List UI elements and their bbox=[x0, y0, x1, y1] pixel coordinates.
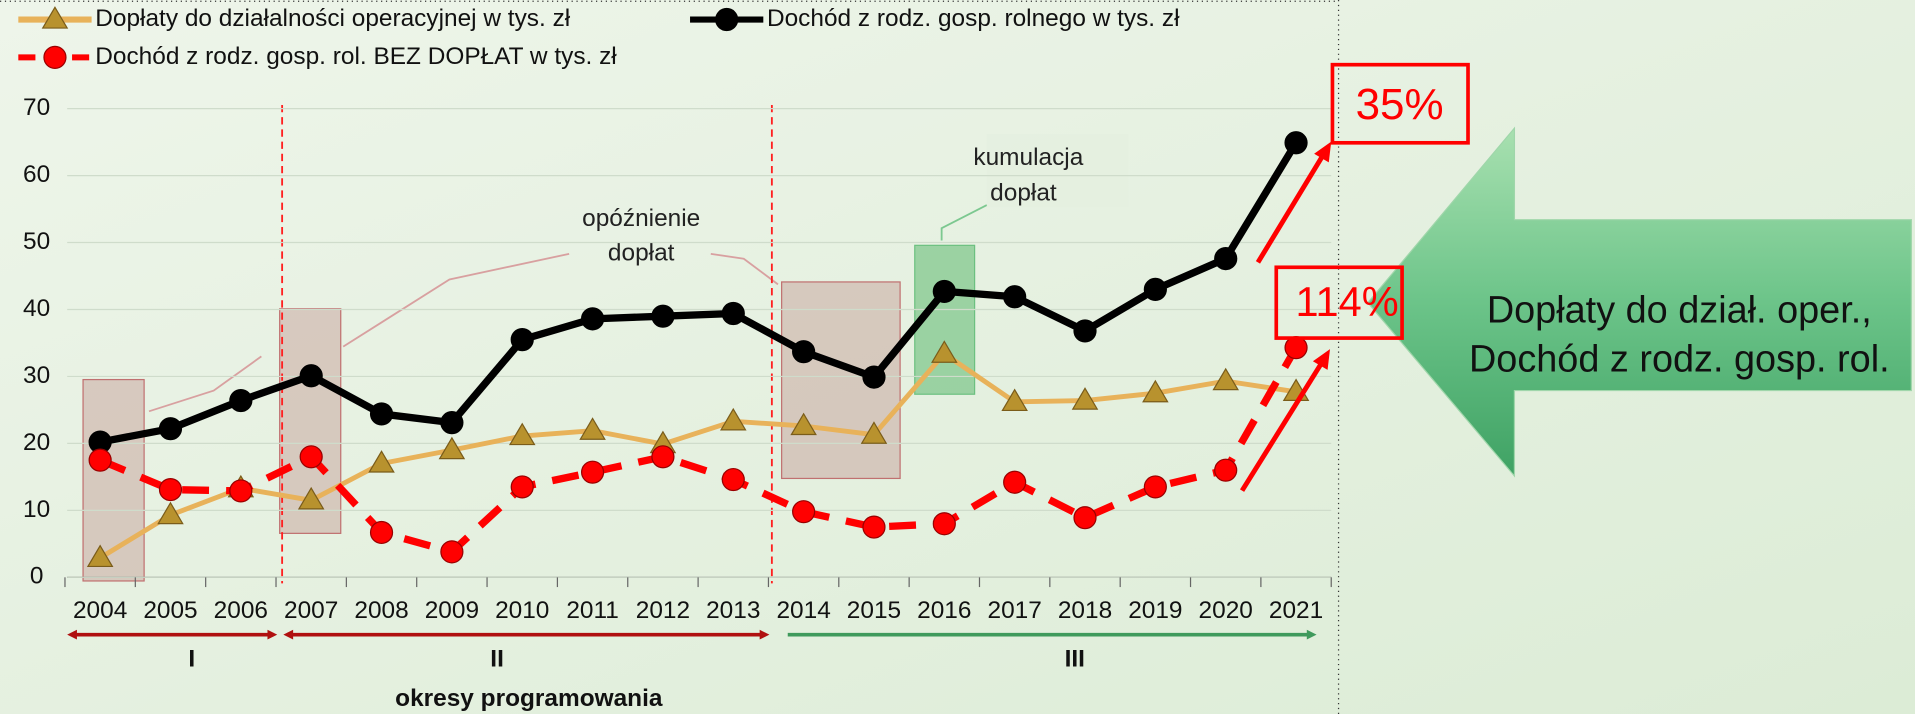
callout-text: Dochód z rodz. gosp. rol. bbox=[1469, 338, 1890, 380]
y-tick-label: 40 bbox=[23, 295, 50, 322]
x-tick-label: 2014 bbox=[776, 597, 830, 624]
circle-marker bbox=[652, 305, 674, 327]
chart: opóźnienie dopłat kumulacja dopłat 0 10 20… bbox=[0, 0, 1915, 714]
y-tick-label: 50 bbox=[23, 228, 50, 255]
circle-marker bbox=[300, 365, 322, 387]
x-tick-label: 2010 bbox=[495, 597, 549, 624]
y-tick-label: 60 bbox=[23, 161, 50, 188]
circle-marker bbox=[933, 280, 955, 302]
circle-marker bbox=[230, 480, 252, 502]
x-tick-label: 2009 bbox=[425, 597, 479, 624]
x-tick-label: 2015 bbox=[847, 597, 901, 624]
circle-marker bbox=[1285, 132, 1307, 154]
y-tick-label: 10 bbox=[23, 496, 50, 523]
circle-marker bbox=[793, 341, 815, 363]
circle-marker bbox=[1004, 286, 1026, 308]
page: opóźnienie dopłat kumulacja dopłat 0 10 20… bbox=[0, 0, 1915, 714]
circle-marker bbox=[44, 46, 66, 68]
circle-marker bbox=[1285, 337, 1307, 359]
period-label: II bbox=[490, 646, 504, 673]
circle-marker bbox=[441, 412, 463, 434]
circle-marker bbox=[1215, 248, 1237, 270]
legend-label: Dochód z rodz. gosp. rol. BEZ DOPŁAT w t… bbox=[95, 43, 617, 70]
circle-marker bbox=[716, 9, 738, 31]
y-tick-label: 30 bbox=[23, 362, 50, 389]
x-tick-label: 2013 bbox=[706, 597, 760, 624]
x-tick-label: 2004 bbox=[73, 597, 127, 624]
circle-marker bbox=[160, 418, 182, 440]
x-tick-label: 2011 bbox=[566, 597, 619, 624]
circle-marker bbox=[160, 479, 182, 501]
x-tick-label: 2007 bbox=[284, 597, 338, 624]
circle-marker bbox=[933, 513, 955, 535]
circle-marker bbox=[511, 329, 533, 351]
legend-label: Dopłaty do działalności operacyjnej w ty… bbox=[95, 5, 571, 32]
circle-marker bbox=[89, 449, 111, 471]
circle-marker bbox=[371, 403, 393, 425]
x-tick-label: 2019 bbox=[1128, 597, 1182, 624]
legend-label: Dochód z rodz. gosp. rolnego w tys. zł bbox=[767, 5, 1180, 32]
circle-marker bbox=[230, 390, 252, 412]
annotation: kumulacja bbox=[973, 144, 1083, 171]
circle-marker bbox=[863, 516, 885, 538]
circle-marker bbox=[652, 446, 674, 468]
x-tick-label: 2008 bbox=[354, 597, 408, 624]
x-tick-label: 2021 bbox=[1269, 597, 1323, 624]
circle-marker bbox=[1074, 507, 1096, 529]
circle-marker bbox=[582, 461, 604, 483]
circle-marker bbox=[722, 303, 744, 325]
y-tick-label: 70 bbox=[23, 94, 50, 121]
x-tick-label: 2016 bbox=[917, 597, 971, 624]
period-title: okresy programowania bbox=[395, 685, 663, 712]
y-tick-label: 0 bbox=[30, 563, 44, 590]
circle-marker bbox=[1215, 459, 1237, 481]
annotation: dopłat bbox=[608, 239, 675, 266]
y-tick-label: 20 bbox=[23, 429, 50, 456]
circle-marker bbox=[1144, 476, 1166, 498]
x-tick-label: 2006 bbox=[214, 597, 268, 624]
circle-marker bbox=[441, 541, 463, 563]
x-tick-label: 2012 bbox=[636, 597, 690, 624]
circle-marker bbox=[863, 366, 885, 388]
circle-marker bbox=[793, 501, 815, 523]
change-label: 114% bbox=[1296, 278, 1399, 325]
annotation: opóźnienie bbox=[582, 205, 700, 232]
annotation: dopłat bbox=[990, 180, 1057, 207]
circle-marker bbox=[371, 521, 393, 543]
callout-text: Dopłaty do dział. oper., bbox=[1487, 289, 1872, 331]
circle-marker bbox=[511, 476, 533, 498]
x-tick-label: 2018 bbox=[1058, 597, 1112, 624]
circle-marker bbox=[1074, 320, 1096, 342]
x-tick-label: 2020 bbox=[1199, 597, 1253, 624]
period-label: III bbox=[1065, 646, 1085, 673]
x-tick-label: 2017 bbox=[988, 597, 1042, 624]
circle-marker bbox=[1144, 278, 1166, 300]
x-tick-label: 2005 bbox=[143, 597, 197, 624]
period-label: I bbox=[188, 646, 195, 673]
circle-marker bbox=[722, 469, 744, 491]
circle-marker bbox=[582, 308, 604, 330]
change-label: 35% bbox=[1356, 80, 1444, 129]
circle-marker bbox=[1004, 471, 1026, 493]
circle-marker bbox=[300, 446, 322, 468]
